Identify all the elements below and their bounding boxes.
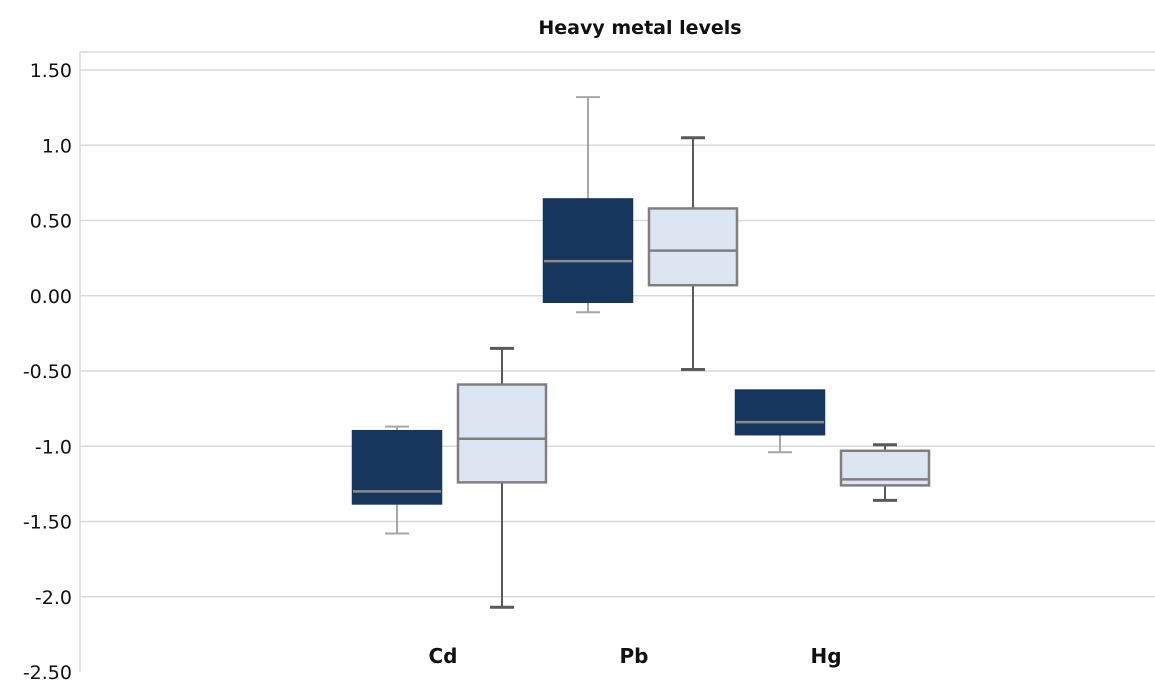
box-iqr bbox=[734, 389, 826, 436]
y-tick-label: 0.00 bbox=[30, 286, 72, 308]
chart-title: Heavy metal levels bbox=[538, 17, 741, 39]
gridlines bbox=[79, 51, 1155, 672]
box-iqr bbox=[647, 207, 739, 287]
y-tick-label: -1.50 bbox=[23, 512, 72, 534]
y-tick-label: -0.50 bbox=[23, 361, 72, 383]
y-tick-label: -2.50 bbox=[23, 662, 72, 682]
box-hg-series-2 bbox=[839, 443, 931, 502]
x-axis-categories: Cd Pb Hg bbox=[429, 644, 842, 668]
box-pb-series-1 bbox=[542, 96, 634, 314]
x-category-label: Cd bbox=[429, 644, 458, 668]
x-category-label: Hg bbox=[810, 644, 841, 668]
box-iqr bbox=[456, 383, 548, 484]
y-tick-label: -1.0 bbox=[35, 436, 72, 458]
box-cd-series-2 bbox=[456, 346, 548, 609]
box-pb-series-2 bbox=[647, 136, 739, 371]
y-tick-label: 1.50 bbox=[30, 60, 72, 82]
box-cd-series-1 bbox=[351, 425, 443, 535]
y-axis-ticks: 1.50 1.0 0.50 0.00 -0.50 -1.0 -1.50 -2.0 -2.50 bbox=[23, 60, 72, 682]
box-iqr bbox=[542, 198, 634, 304]
box-series bbox=[351, 96, 931, 609]
y-tick-label: 0.50 bbox=[30, 211, 72, 233]
y-tick-label: -2.0 bbox=[35, 587, 72, 609]
box-hg-series-1 bbox=[734, 389, 826, 454]
y-tick-label: 1.0 bbox=[42, 135, 72, 157]
x-category-label: Pb bbox=[620, 644, 649, 668]
